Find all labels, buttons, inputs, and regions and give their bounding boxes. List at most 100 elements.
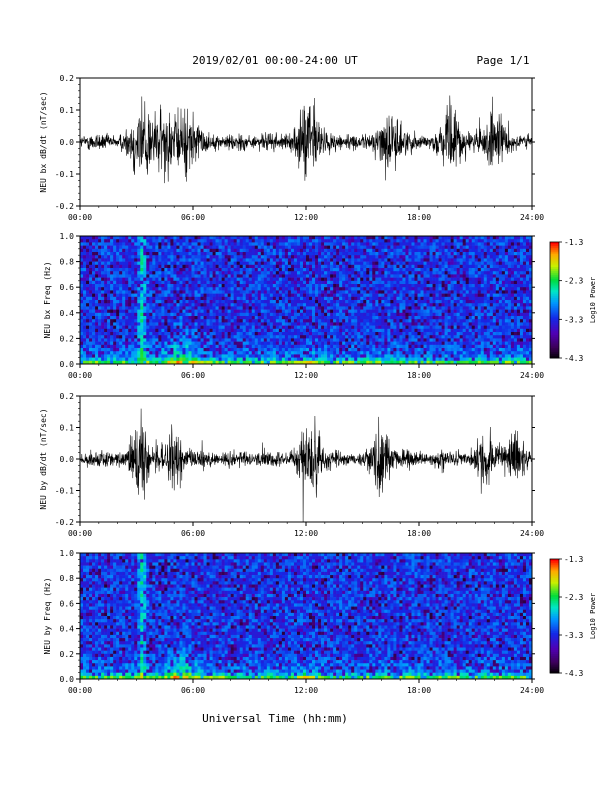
panel-1-heatmap-cell: [441, 245, 445, 250]
panel-1-heatmap-cell: [80, 338, 84, 342]
panel-1-heatmap-cell: [149, 344, 153, 349]
panel-1-heatmap-cell: [438, 306, 442, 310]
panel-1-heatmap-cell: [315, 357, 319, 362]
panel-1-heatmap-cell: [315, 354, 319, 358]
panel-1-heatmap-cell: [396, 242, 400, 246]
panel-1-heatmap-cell: [408, 322, 412, 326]
panel-1-heatmap-cell: [233, 274, 237, 278]
panel-1-heatmap-cell: [149, 236, 153, 240]
panel-1-heatmap-cell: [375, 242, 379, 246]
panel-1-heatmap-cell: [245, 293, 250, 298]
panel-1-heatmap-cell: [149, 351, 153, 355]
panel-1-heatmap-cell: [209, 306, 213, 310]
panel-1-heatmap-cell: [438, 287, 442, 291]
panel-1-heatmap-cell: [143, 328, 147, 333]
panel-1-heatmap-cell: [206, 287, 210, 291]
panel-1-heatmap-cell: [390, 344, 394, 349]
panel-1-heatmap-cell: [351, 293, 355, 298]
panel-1-heatmap-cell: [296, 296, 301, 301]
panel-1-heatmap-cell: [408, 319, 412, 323]
panel-1-heatmap-cell: [242, 354, 247, 358]
panel-1-heatmap-cell: [324, 271, 328, 275]
panel-1-heatmap-cell: [293, 296, 298, 301]
panel-1-heatmap-cell: [80, 325, 84, 330]
panel-1-heatmap-cell: [396, 280, 400, 285]
panel-1-heatmap-cell: [408, 351, 412, 355]
panel-1-heatmap-cell: [318, 258, 322, 262]
panel-1-heatmap-cell: [299, 245, 304, 250]
panel-1-heatmap-cell: [333, 344, 337, 349]
panel-1-heatmap-cell: [390, 360, 394, 365]
panel-1-heatmap-cell: [239, 255, 244, 259]
panel-1-heatmap-cell: [95, 287, 99, 291]
panel-1-heatmap-cell: [438, 328, 442, 333]
panel-1-heatmap-cell: [218, 287, 222, 291]
panel-1-heatmap-cell: [143, 239, 147, 243]
panel-1-heatmap-cell: [179, 255, 183, 259]
panel-1-heatmap-cell: [113, 351, 117, 355]
panel-1-heatmap-cell: [324, 277, 328, 282]
panel-1-heatmap-cell: [381, 274, 385, 278]
panel-1-heatmap-cell: [140, 252, 144, 256]
panel-1-heatmap-cell: [134, 309, 138, 314]
panel-1-heatmap-cell: [227, 303, 231, 307]
panel-1-heatmap-cell: [185, 360, 189, 365]
panel-1-heatmap-cell: [441, 268, 445, 272]
panel-1-heatmap-cell: [266, 258, 271, 262]
panel-1-heatmap-cell: [417, 300, 421, 304]
panel-1-heatmap-cell: [290, 328, 295, 333]
panel-1-heatmap-cell: [387, 271, 391, 275]
panel-1-heatmap-cell: [272, 293, 277, 298]
panel-1-heatmap-cell: [266, 341, 271, 346]
panel-1-heatmap-cell: [260, 248, 265, 253]
panel-1-heatmap-cell: [92, 239, 96, 243]
panel-1-heatmap-cell: [161, 351, 165, 355]
panel-1-heatmap-cell: [384, 328, 388, 333]
panel-1-heatmap-cell: [399, 357, 403, 362]
panel-1-heatmap-cell: [284, 322, 289, 326]
panel-1-heatmap-cell: [266, 293, 271, 298]
panel-1-heatmap-cell: [342, 309, 346, 314]
panel-1-heatmap-cell: [432, 290, 436, 294]
panel-1-heatmap-cell: [236, 312, 240, 317]
panel-1-heatmap-cell: [209, 280, 213, 285]
panel-1-heatmap-cell: [95, 360, 99, 365]
panel-1-heatmap-cell: [260, 296, 265, 301]
panel-1-heatmap-cell: [143, 316, 147, 320]
panel-1-heatmap-cell: [185, 303, 189, 307]
panel-1-heatmap-cell: [372, 357, 376, 362]
panel-1-heatmap-cell: [242, 341, 247, 346]
panel-1-heatmap-cell: [369, 306, 373, 310]
panel-1-heatmap-cell: [152, 280, 156, 285]
panel-1-heatmap-cell: [215, 255, 219, 259]
panel-1-heatmap-cell: [278, 332, 283, 336]
panel-1-heatmap-cell: [444, 242, 448, 246]
panel-1-heatmap-cell: [287, 242, 292, 246]
panel-1-heatmap-cell: [224, 357, 228, 362]
panel-1-heatmap-cell: [414, 300, 418, 304]
panel-1-heatmap-cell: [312, 325, 316, 330]
panel-1-heatmap-cell: [110, 264, 114, 269]
panel-1-heatmap-cell: [134, 293, 138, 298]
panel-1-heatmap-cell: [318, 335, 322, 339]
panel-1-heatmap-cell: [444, 325, 448, 330]
panel-1-heatmap-cell: [366, 360, 370, 365]
panel-1-heatmap-cell: [260, 287, 265, 291]
panel-1-heatmap-cell: [113, 354, 117, 358]
panel-1-heatmap-cell: [438, 316, 442, 320]
panel-1-heatmap-cell: [245, 261, 250, 266]
panel-1-heatmap-cell: [161, 280, 165, 285]
panel-1-heatmap-cell: [245, 280, 250, 285]
panel-1-heatmap-cell: [411, 271, 415, 275]
panel-1-heatmap-cell: [140, 271, 144, 275]
panel-1-heatmap-cell: [245, 316, 250, 320]
panel-1-heatmap-cell: [354, 325, 358, 330]
panel-1-heatmap-cell: [89, 258, 93, 262]
panel-1-heatmap-cell: [230, 306, 234, 310]
panel-1-heatmap-cell: [375, 255, 379, 259]
panel-1-heatmap-cell: [399, 274, 403, 278]
panel-1-heatmap-cell: [426, 335, 430, 339]
panel-1-heatmap-cell: [137, 351, 141, 355]
panel-1-heatmap-cell: [173, 335, 177, 339]
panel-1-heatmap-cell: [167, 239, 171, 243]
